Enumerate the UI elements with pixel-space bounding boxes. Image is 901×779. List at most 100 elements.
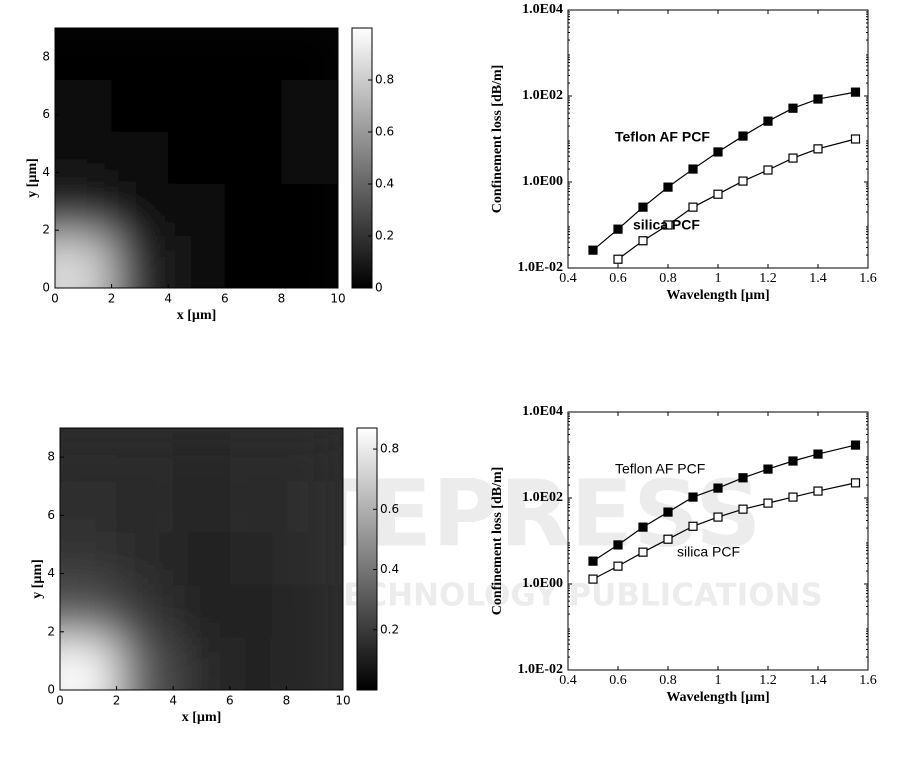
colorbar-tick-label: 0.2: [380, 622, 399, 636]
heatmap-cell: [281, 132, 338, 184]
colorbar-tick-label: 0.4: [375, 177, 394, 191]
data-point: [613, 561, 623, 571]
x-tick-label: 0.6: [609, 673, 627, 688]
x-axis-label: Wavelength [µm]: [666, 690, 769, 705]
x-tick-label: 10: [330, 292, 345, 306]
y-tick-label: 8: [42, 49, 50, 63]
data-point: [738, 504, 748, 514]
y-tick-label: 2: [47, 624, 55, 638]
colorbar-tick-label: 0.4: [380, 562, 399, 576]
heatmap-cell: [111, 236, 169, 288]
heatmap-cell: [55, 132, 112, 184]
data-point: [688, 202, 698, 212]
x-tick-label: 1.2: [759, 271, 777, 286]
data-point: [850, 478, 861, 488]
heatmap-cell: [168, 184, 225, 236]
heatmap-cell: [173, 637, 230, 690]
heatmap-cell: [286, 637, 343, 690]
heatmap-cell: [111, 28, 169, 80]
series-label: silica PCF: [677, 544, 740, 560]
heatmap-cell: [168, 80, 225, 132]
heatmap-cell: [111, 132, 169, 184]
x-tick-label: 8: [283, 694, 291, 708]
heatmap-cell: [173, 585, 230, 638]
heatmap-cell: [224, 184, 282, 236]
x-tick-label: 1.4: [809, 673, 827, 688]
x-tick-label: 1.2: [759, 673, 777, 688]
series-line: [617, 138, 856, 260]
x-tick-label: 4: [169, 694, 177, 708]
heatmap-cell: [60, 532, 117, 586]
heatmap-cell: [60, 480, 117, 533]
heatmap-cell: [168, 28, 225, 80]
y-tick-label: 0: [42, 281, 50, 295]
heatmap-cell: [286, 585, 343, 638]
data-point: [588, 556, 598, 566]
data-point: [638, 522, 648, 532]
x-tick-label: 1: [715, 673, 722, 688]
data-point: [638, 202, 648, 212]
data-point: [763, 165, 773, 175]
heatmap-cell: [116, 480, 174, 533]
x-tick-label: 0.4: [559, 673, 577, 688]
heatmap-cell: [229, 428, 287, 481]
colorbar-tick-label: 0.6: [375, 125, 394, 139]
colorbar-tick-label: 0.6: [380, 502, 399, 516]
data-point: [738, 131, 748, 141]
heatmap-cell: [116, 532, 174, 586]
y-tick-label: 1.0E00: [522, 576, 563, 591]
x-tick-label: 4: [164, 292, 172, 306]
y-tick-label: 2: [42, 223, 50, 237]
data-point: [713, 512, 723, 522]
y-tick-label: 1.0E00: [522, 174, 563, 189]
x-tick-label: 6: [221, 292, 229, 306]
heatmap-cells: [55, 28, 338, 288]
data-point: [813, 449, 823, 459]
x-tick-label: 1.6: [859, 271, 877, 286]
x-tick-label: 2: [108, 292, 116, 306]
y-axis-label: Confinement loss [dB/m]: [490, 467, 505, 616]
heatmap-cell: [281, 80, 338, 132]
heatmap-cell: [55, 184, 112, 236]
data-point: [588, 245, 598, 255]
heatmap-cell: [111, 184, 169, 236]
x-tick-label: 0.8: [659, 271, 677, 286]
x-tick-label: 1.6: [859, 673, 877, 688]
heatmap: [55, 28, 338, 288]
data-point: [850, 134, 861, 144]
series-label: Teflon AF PCF: [615, 129, 710, 145]
y-tick-label: 1.0E04: [522, 404, 563, 419]
y-tick-label: 1.0E02: [522, 490, 563, 505]
heatmap-cell: [55, 236, 112, 288]
y-tick-label: 4: [47, 566, 55, 580]
plot-frame: [54, 27, 339, 289]
data-point: [813, 94, 823, 104]
heatmap-cell: [55, 28, 112, 80]
heatmap-cell: [168, 132, 225, 184]
colorbar-tick-label: 0: [375, 281, 383, 295]
colorbar-tick-label: 0.8: [380, 442, 399, 456]
heatmap-cell: [229, 637, 287, 690]
y-axis-label: y [µm]: [25, 158, 40, 198]
heatmap-cell: [60, 428, 117, 481]
heatmap-cells: [60, 428, 343, 690]
data-point: [713, 483, 723, 493]
heatmap-cell: [281, 184, 338, 236]
colorbar-tick-label: 0.2: [375, 229, 394, 243]
data-point: [788, 153, 798, 163]
data-point: [763, 498, 773, 508]
data-point: [663, 507, 673, 517]
y-tick-label: 6: [42, 107, 50, 121]
heatmap-cell: [116, 637, 174, 690]
x-tick-label: 0: [56, 694, 64, 708]
heatmap-cell: [168, 236, 225, 288]
heatmap-cell: [286, 532, 343, 586]
x-axis-label: Wavelength [µm]: [666, 288, 769, 303]
x-tick-label: 2: [113, 694, 121, 708]
x-tick-label: 0.4: [559, 271, 577, 286]
data-point: [813, 486, 823, 496]
heatmap-cell: [173, 532, 230, 586]
y-tick-label: 6: [47, 508, 55, 522]
data-point: [688, 164, 698, 174]
